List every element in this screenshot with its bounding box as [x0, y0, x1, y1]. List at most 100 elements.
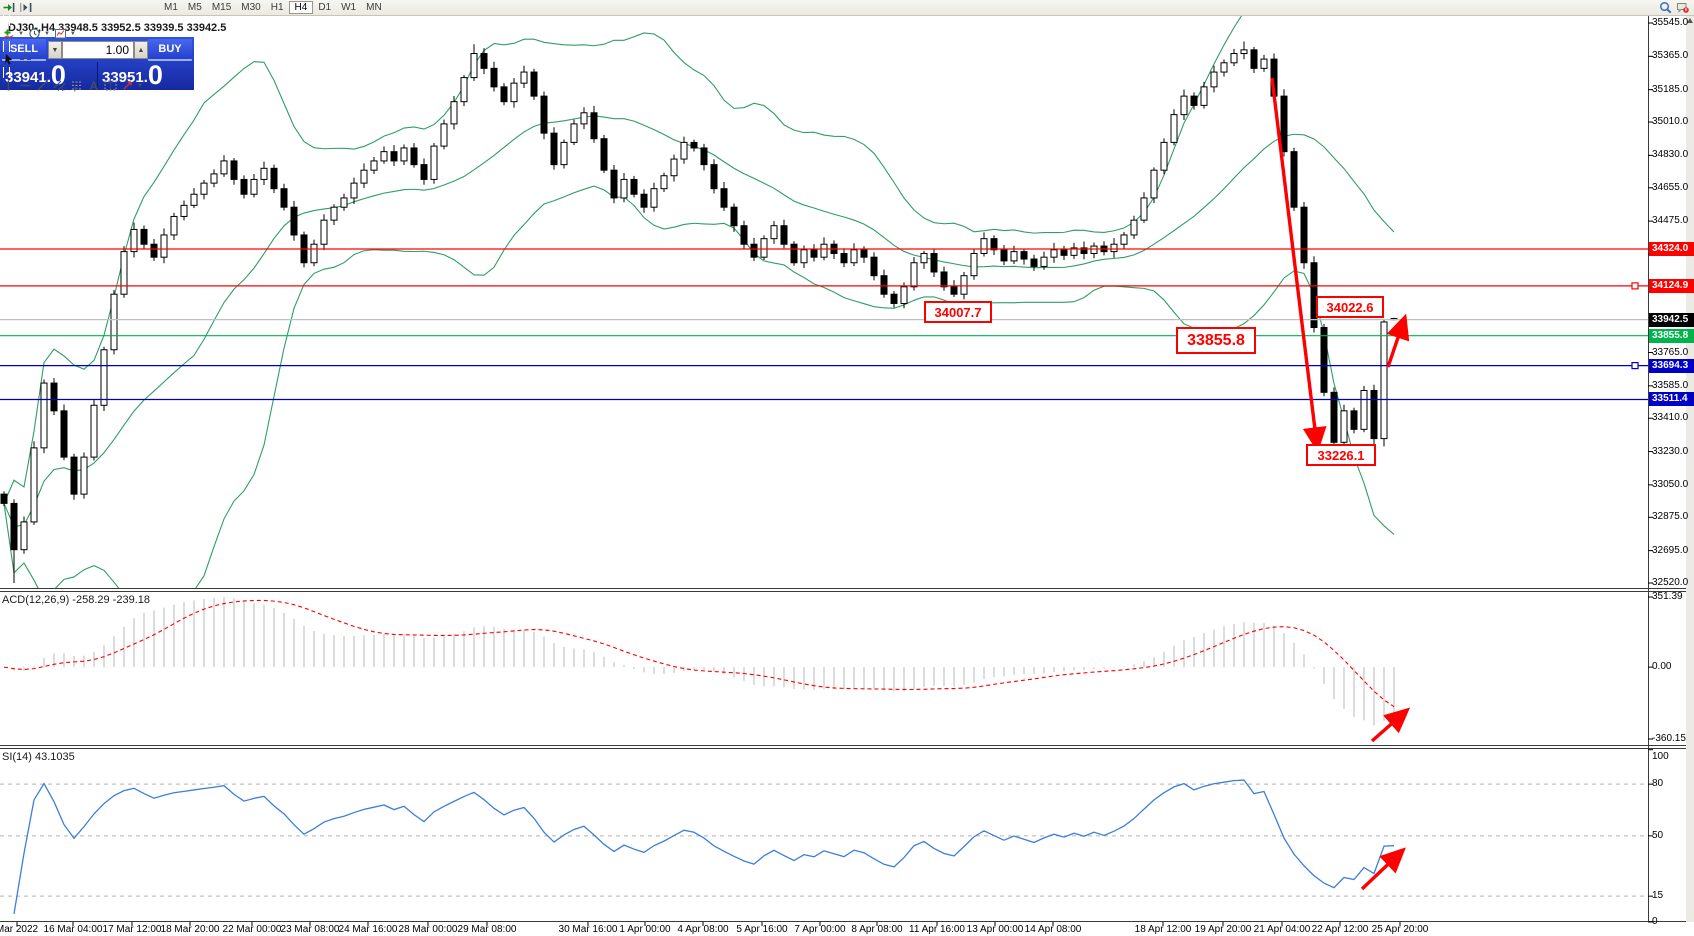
candle-body: [150, 243, 158, 258]
price-axis-label: 35365.0: [1652, 50, 1689, 62]
text-button[interactable]: A: [85, 79, 102, 93]
chart-window[interactable]: DJ30-,H4 33948.5 33952.5 33939.5 33942.5…: [0, 15, 1694, 936]
fibo-icon: F: [72, 81, 81, 92]
cursor-button[interactable]: [0, 53, 17, 67]
time-axis-label[interactable]: 18 Apr 12:00: [1134, 924, 1192, 935]
timeframe-mn-button[interactable]: MN: [366, 2, 382, 13]
price-axis-label-highlight: 34124.9: [1649, 278, 1694, 293]
price-annotation[interactable]: 33855.8: [1176, 327, 1256, 354]
price-annotation[interactable]: 34022.6: [1316, 296, 1384, 318]
timeframe-m30-button[interactable]: M30: [241, 2, 261, 13]
time-axis-label[interactable]: 30 Mar 16:00: [558, 924, 618, 935]
price-axis-label: 35010.0: [1652, 116, 1689, 128]
timeframe-d1-button[interactable]: D1: [318, 2, 332, 13]
periods-button[interactable]: ▼: [26, 27, 52, 41]
rsi-indicator-label: SI(14) 43.1035: [2, 751, 75, 763]
timeframe-h4-button[interactable]: H4: [288, 1, 314, 14]
price-axis-label: 34475.0: [1652, 215, 1689, 227]
candle-body: [550, 132, 558, 166]
crosshair-button[interactable]: [17, 53, 34, 67]
bb-upper: [3, 16, 1243, 504]
timeframe-h1-button[interactable]: H1: [270, 2, 284, 13]
timeframe-m1-button[interactable]: M1: [164, 2, 178, 13]
time-axis-label[interactable]: 13 Apr 00:00: [966, 924, 1024, 935]
time-axis-label[interactable]: 29 Mar 08:00: [457, 924, 517, 935]
equidistant-channel-button[interactable]: E: [51, 79, 68, 93]
candle-body: [880, 275, 888, 295]
candle-body: [380, 151, 388, 162]
pane-borders: [0, 15, 1694, 922]
buy-button[interactable]: BUY: [148, 39, 192, 61]
trendline-button[interactable]: [34, 79, 51, 93]
fibonacci-button[interactable]: F: [68, 79, 85, 93]
candle-body: [840, 252, 848, 264]
toolbar-right: [1657, 1, 1694, 15]
time-axis-label[interactable]: 1 Apr 00:00: [619, 924, 671, 935]
time-axis-label[interactable]: 7 Apr 00:00: [794, 924, 846, 935]
trend-arrows[interactable]: [1270, 77, 1411, 891]
chart-shift-button[interactable]: [17, 1, 34, 15]
candle-body: [980, 238, 988, 254]
price-annotation[interactable]: 33226.1: [1306, 444, 1376, 466]
chevron-down-icon: ▼: [43, 30, 50, 37]
candle-body: [110, 293, 118, 351]
time-axis-label[interactable]: 14 Apr 08:00: [1024, 924, 1082, 935]
price-axis-label: 33050.0: [1652, 478, 1689, 490]
price-axis-label-highlight: 33511.4: [1649, 392, 1694, 407]
timeframe-m15-button[interactable]: M15: [211, 2, 232, 13]
time-axis-label[interactable]: 11 Apr 16:00: [909, 924, 965, 935]
time-axis-label[interactable]: 8 Apr 08:00: [851, 924, 903, 935]
volume-increase-button[interactable]: ▲: [134, 41, 148, 59]
candle-body: [1090, 245, 1098, 254]
svg-text:E: E: [62, 87, 66, 92]
time-axis-label[interactable]: 28 Mar 00:00: [398, 924, 458, 935]
candle-body: [1260, 58, 1268, 69]
horizontal-line-button[interactable]: [17, 79, 34, 93]
buy-price[interactable]: 33951. 0: [102, 60, 163, 90]
candle-body: [970, 252, 978, 277]
time-axis-label[interactable]: 24 Mar 16:00: [338, 924, 398, 935]
time-axis-label[interactable]: 21 Apr 04:00: [1253, 924, 1311, 935]
macd-axis-label: 351.39: [1652, 591, 1683, 602]
volume-input[interactable]: [62, 41, 134, 59]
time-axis-label[interactable]: 22 Apr 12:00: [1311, 924, 1369, 935]
vertical-line-button[interactable]: [0, 79, 17, 93]
candle-body: [1080, 247, 1088, 254]
rsi-axis-label: 15: [1652, 890, 1664, 902]
indicators-button[interactable]: ▼: [0, 27, 26, 41]
time-axis-label[interactable]: 23 Mar 08:00: [280, 924, 340, 935]
timeframe-m5-button[interactable]: M5: [187, 2, 202, 13]
vertical-scrollbar[interactable]: [1686, 16, 1694, 922]
sell-price[interactable]: 33941. 0: [5, 60, 66, 90]
text-label-button[interactable]: T: [102, 79, 119, 93]
price-annotation[interactable]: 34007.7: [924, 301, 992, 323]
scroll-up-icon[interactable]: [1687, 18, 1693, 23]
time-axis-label[interactable]: 25 Apr 20:00: [1371, 924, 1429, 935]
auto-scroll-button[interactable]: [0, 1, 17, 15]
time-axis-label[interactable]: 4 Apr 08:00: [677, 924, 729, 935]
time-axis-label[interactable]: 16 Mar 04:00: [43, 924, 103, 935]
candle-body: [330, 206, 338, 221]
arrows-icon: [123, 81, 132, 90]
line-handle: [1631, 362, 1639, 370]
candle-body: [0, 493, 8, 504]
volume-decrease-button[interactable]: ▼: [48, 41, 62, 59]
time-axis-label[interactable]: 5 Apr 16:00: [736, 924, 788, 935]
time-axis-label[interactable]: 22 Mar 00:00: [222, 924, 282, 935]
arrows-button[interactable]: ▼: [119, 79, 145, 93]
time-axis-label[interactable]: 17 Mar 12:00: [102, 924, 162, 935]
candle-body: [1030, 258, 1038, 267]
time-axis-label[interactable]: 19 Apr 20:00: [1194, 924, 1252, 935]
chevron-down-icon: ▼: [137, 82, 143, 89]
rsi-axis-label: 0: [1652, 916, 1658, 927]
time-axis-label[interactable]: 18 Mar 20:00: [160, 924, 220, 935]
time-axis-label[interactable]: Mar 2022: [0, 924, 39, 935]
templates-button[interactable]: ▼: [52, 27, 78, 41]
search-button[interactable]: [1657, 1, 1674, 15]
candle-body: [1160, 141, 1168, 171]
community-chat-button[interactable]: [1674, 1, 1691, 15]
candle-body: [620, 178, 628, 199]
timeframe-w1-button[interactable]: W1: [341, 2, 357, 13]
